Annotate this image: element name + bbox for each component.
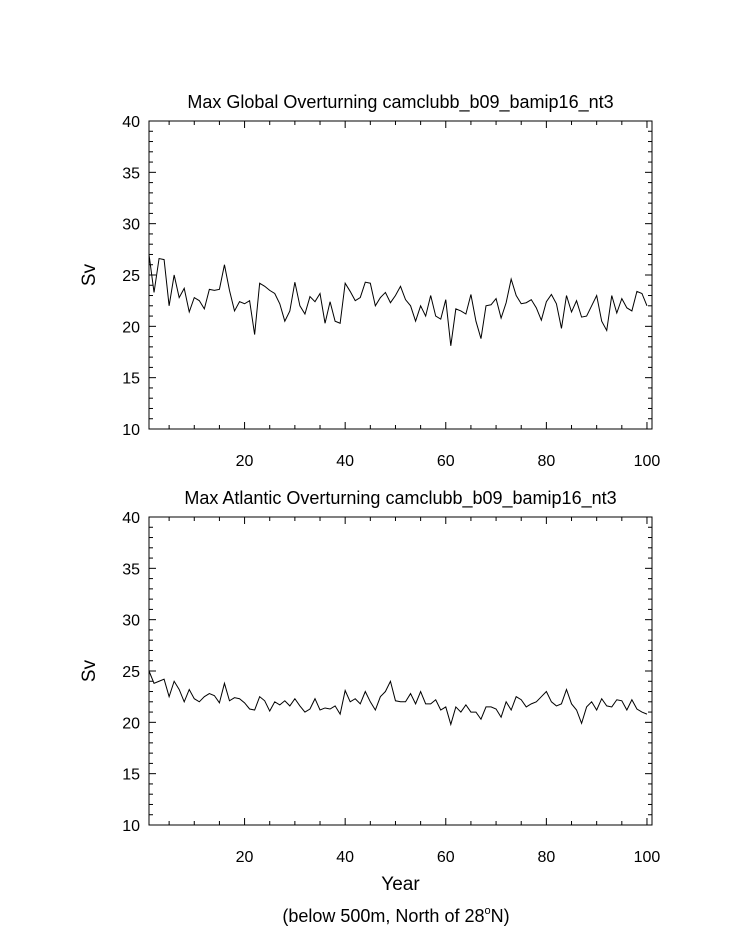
y-axis-label: Sv	[79, 659, 100, 682]
series-line	[148, 670, 648, 727]
y-tick-label: 25	[122, 268, 140, 285]
y-tick-label: 25	[122, 664, 140, 681]
y-tick-label: 40	[122, 510, 140, 527]
footnote-superscript: o	[484, 905, 490, 917]
series-line	[148, 254, 648, 346]
footnote: (below 500m, North of 28oN)	[282, 905, 509, 926]
chart-title: Max Atlantic Overturning camclubb_b09_ba…	[184, 488, 616, 509]
plot-frame	[148, 120, 653, 430]
x-tick-label: 20	[236, 849, 254, 866]
footnote-suffix: N)	[491, 906, 510, 926]
chart-title: Max Global Overturning camclubb_b09_bami…	[187, 92, 613, 113]
y-tick-label: 30	[122, 217, 140, 234]
y-axis-label: Sv	[79, 263, 100, 286]
y-tick-label: 10	[122, 422, 140, 439]
y-tick-label: 20	[122, 319, 140, 336]
x-tick-label: 100	[634, 849, 661, 866]
y-tick-label: 30	[122, 613, 140, 630]
x-tick-label: 80	[537, 849, 555, 866]
y-tick-label: 35	[122, 165, 140, 182]
x-tick-label: 40	[336, 849, 354, 866]
footnote-prefix: (below 500m, North of 28	[282, 906, 484, 926]
x-tick-label: 60	[437, 453, 455, 470]
y-tick-label: 40	[122, 114, 140, 131]
y-tick-label: 10	[122, 818, 140, 835]
x-axis-label: Year	[381, 874, 420, 895]
plot-frame	[148, 516, 653, 826]
panel-global: Max Global Overturning camclubb_b09_bami…	[79, 92, 660, 470]
x-tick-label: 100	[634, 453, 661, 470]
x-tick-label: 40	[336, 453, 354, 470]
y-tick-label: 15	[122, 371, 140, 388]
x-tick-label: 60	[437, 849, 455, 866]
panel-atlantic: Max Atlantic Overturning camclubb_b09_ba…	[79, 488, 660, 895]
y-tick-label: 35	[122, 561, 140, 578]
x-tick-label: 20	[236, 453, 254, 470]
y-tick-label: 15	[122, 767, 140, 784]
y-tick-label: 20	[122, 715, 140, 732]
x-tick-label: 80	[537, 453, 555, 470]
